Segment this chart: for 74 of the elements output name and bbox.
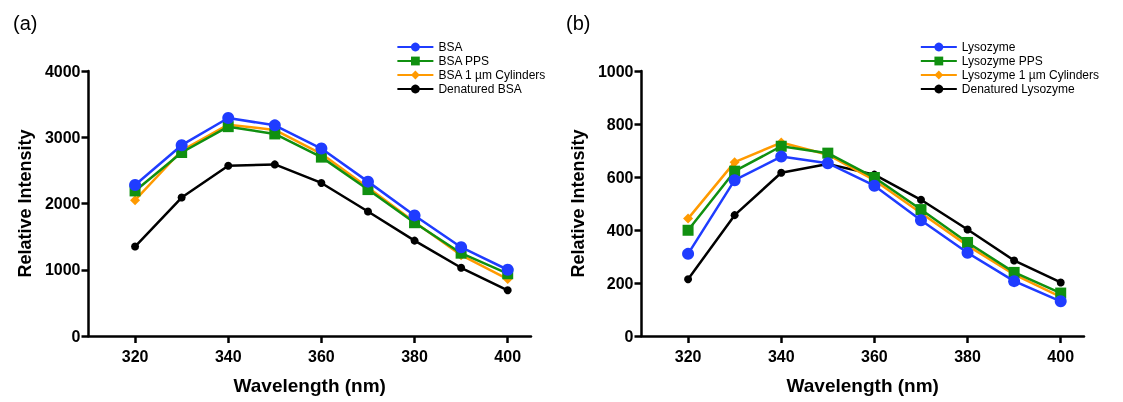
- point: [962, 236, 974, 248]
- point: [363, 207, 372, 216]
- y-tick-label: 800: [606, 115, 634, 133]
- point: [175, 139, 188, 152]
- point: [131, 242, 140, 251]
- point: [915, 204, 927, 216]
- x-tick-label: 320: [674, 347, 702, 365]
- chart-title: (b): [566, 12, 591, 34]
- point: [775, 140, 787, 152]
- y-tick-label: 4000: [44, 62, 81, 80]
- point: [317, 178, 326, 187]
- point: [177, 193, 186, 202]
- legend-label: Lysozyme: [961, 40, 1016, 54]
- y-tick-label: 400: [606, 221, 634, 239]
- point: [683, 213, 694, 224]
- point: [963, 225, 972, 234]
- point: [410, 236, 419, 245]
- point: [129, 178, 142, 191]
- x-tick-label: 400: [494, 347, 522, 365]
- y-tick-label: 0: [624, 327, 634, 345]
- point: [775, 150, 788, 163]
- point: [270, 160, 279, 169]
- x-tick-label: 380: [401, 347, 428, 365]
- point: [916, 195, 925, 204]
- point: [268, 119, 281, 132]
- x-tick-label: 400: [1047, 347, 1075, 365]
- point: [408, 209, 421, 222]
- point: [961, 246, 974, 259]
- legend-label: BSA PPS: [438, 54, 490, 68]
- point: [730, 211, 739, 220]
- x-tick-label: 340: [767, 347, 795, 365]
- x-tick-label: 320: [121, 347, 149, 365]
- x-tick-label: 360: [861, 347, 888, 365]
- y-tick-label: 600: [606, 168, 634, 186]
- legend-label: Denatured BSA: [438, 82, 522, 96]
- x-tick-label: 360: [308, 347, 335, 365]
- legend-label: Lysozyme PPS: [961, 54, 1043, 68]
- point: [914, 214, 927, 227]
- point: [503, 286, 512, 295]
- y-tick-label: 3000: [44, 128, 81, 146]
- y-tick-label: 0: [71, 327, 81, 345]
- point: [501, 263, 514, 276]
- point: [315, 142, 328, 155]
- point: [777, 168, 786, 177]
- point: [457, 263, 466, 272]
- point: [868, 179, 881, 192]
- point: [1056, 278, 1065, 287]
- y-tick-label: 2000: [44, 195, 81, 212]
- y-tick-label: 1000: [597, 62, 634, 80]
- x-tick-label: 340: [214, 347, 242, 365]
- point: [682, 224, 694, 236]
- point: [1008, 275, 1021, 288]
- point: [684, 275, 693, 284]
- y-axis-title: Relative Intensity: [568, 129, 588, 278]
- x-tick-label: 380: [954, 347, 981, 365]
- y-tick-label: 1000: [44, 261, 81, 279]
- x-axis-title: Wavelength (nm): [233, 375, 386, 396]
- point: [1054, 295, 1067, 308]
- y-tick-label: 200: [606, 274, 634, 292]
- legend-label: BSA: [438, 40, 463, 54]
- chart-title: (a): [13, 12, 38, 34]
- point: [130, 195, 141, 206]
- point: [728, 174, 741, 187]
- legend-label: Denatured Lysozyme: [961, 82, 1076, 96]
- point: [224, 161, 233, 170]
- legend-label: Lysozyme 1 µm Cylinders: [961, 68, 1100, 82]
- y-axis-title: Relative Intensity: [15, 129, 35, 278]
- point: [682, 247, 695, 260]
- point: [222, 112, 235, 125]
- x-axis-title: Wavelength (nm): [786, 375, 939, 396]
- point: [1010, 256, 1019, 265]
- point: [455, 241, 468, 254]
- legend-label: BSA 1 µm Cylinders: [438, 68, 546, 82]
- point: [361, 175, 374, 188]
